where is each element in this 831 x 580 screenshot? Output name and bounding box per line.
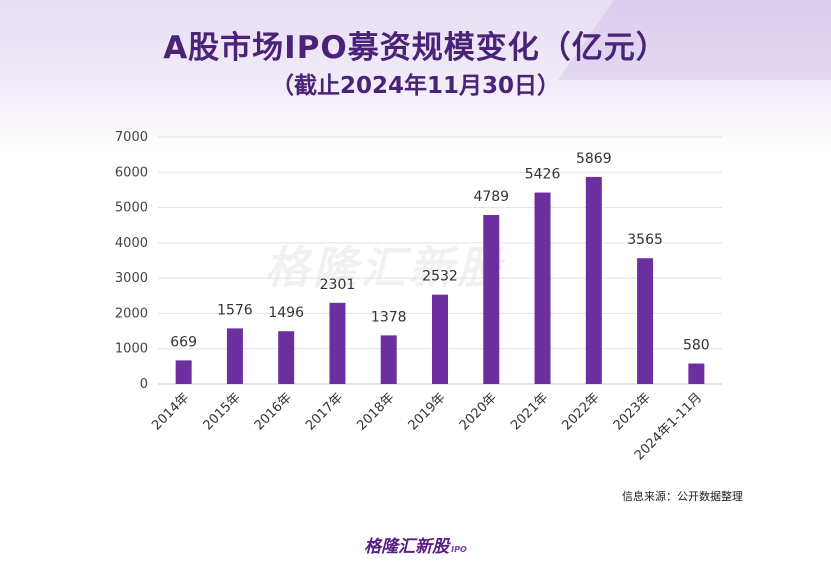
source-note: 信息来源：公开数据整理: [622, 490, 743, 503]
x-tick-label: 2021年: [508, 390, 551, 433]
bar-2019年: [432, 294, 448, 384]
x-tick-label: 2020年: [457, 390, 500, 433]
y-tick-label: 4000: [115, 236, 148, 251]
data-label: 2532: [422, 269, 458, 285]
y-tick-label: 5000: [115, 201, 148, 216]
y-tick-label: 7000: [115, 130, 148, 145]
watermark: 格隆汇新股: [265, 243, 505, 294]
bar-2018年: [380, 335, 397, 384]
data-label: 1576: [217, 302, 253, 318]
data-label: 4789: [473, 189, 509, 205]
grid-lines: [158, 136, 722, 385]
data-label: 3565: [627, 232, 663, 248]
x-tick-label: 2022年: [559, 390, 602, 433]
y-tick-label: 3000: [115, 271, 148, 286]
chart-title: A股市场IPO募资规模变化（亿元）: [163, 30, 668, 66]
y-axis-ticks: 0 1000 2000 3000 4000 5000 6000 7000: [115, 130, 148, 392]
y-tick-label: 2000: [115, 306, 148, 321]
y-tick-label: 6000: [115, 165, 148, 180]
x-tick-label: 2019年: [406, 390, 449, 433]
x-tick-label: 2015年: [201, 390, 244, 433]
data-label: 580: [683, 338, 710, 354]
y-tick-label: 1000: [115, 342, 148, 357]
bar-2015年: [226, 328, 243, 384]
data-label: 669: [170, 334, 197, 350]
footer-logo: 格隆汇新股 IPO: [0, 532, 831, 557]
data-label: 5426: [525, 167, 561, 183]
bar-2021年: [534, 192, 551, 384]
bar-2020年: [483, 215, 500, 384]
x-tick-label: 2017年: [303, 390, 346, 433]
bar-2024年1-11月: [688, 363, 705, 384]
bar-2022年: [585, 176, 602, 384]
bars: [175, 176, 705, 384]
y-tick-label: 0: [140, 377, 148, 392]
data-label: 5869: [576, 151, 612, 167]
bar-2017年: [329, 302, 346, 384]
data-labels: 669 1576 1496 2301 1378 2532 4789 5426 5869 3565 5…: [170, 151, 709, 354]
bar-2016年: [278, 331, 295, 384]
footer-logo-text: 格隆汇新股: [364, 537, 450, 557]
x-tick-label: 2014年: [149, 390, 192, 433]
x-axis-labels: 2014年 2015年 2016年 2017年 2018年 2019年 2020年 2021年…: [149, 390, 705, 463]
data-label: 1378: [371, 309, 407, 325]
footer-logo-suffix: IPO: [451, 545, 467, 554]
chart-subtitle: （截止2024年11月30日）: [270, 73, 561, 99]
x-tick-label: 2016年: [252, 390, 295, 433]
bar-2014年: [175, 360, 192, 384]
data-label: 1496: [268, 305, 304, 321]
x-tick-label: 2018年: [354, 390, 397, 433]
x-tick-label: 2023年: [611, 390, 654, 433]
data-label: 2301: [320, 277, 356, 293]
bar-2023年: [637, 258, 654, 384]
